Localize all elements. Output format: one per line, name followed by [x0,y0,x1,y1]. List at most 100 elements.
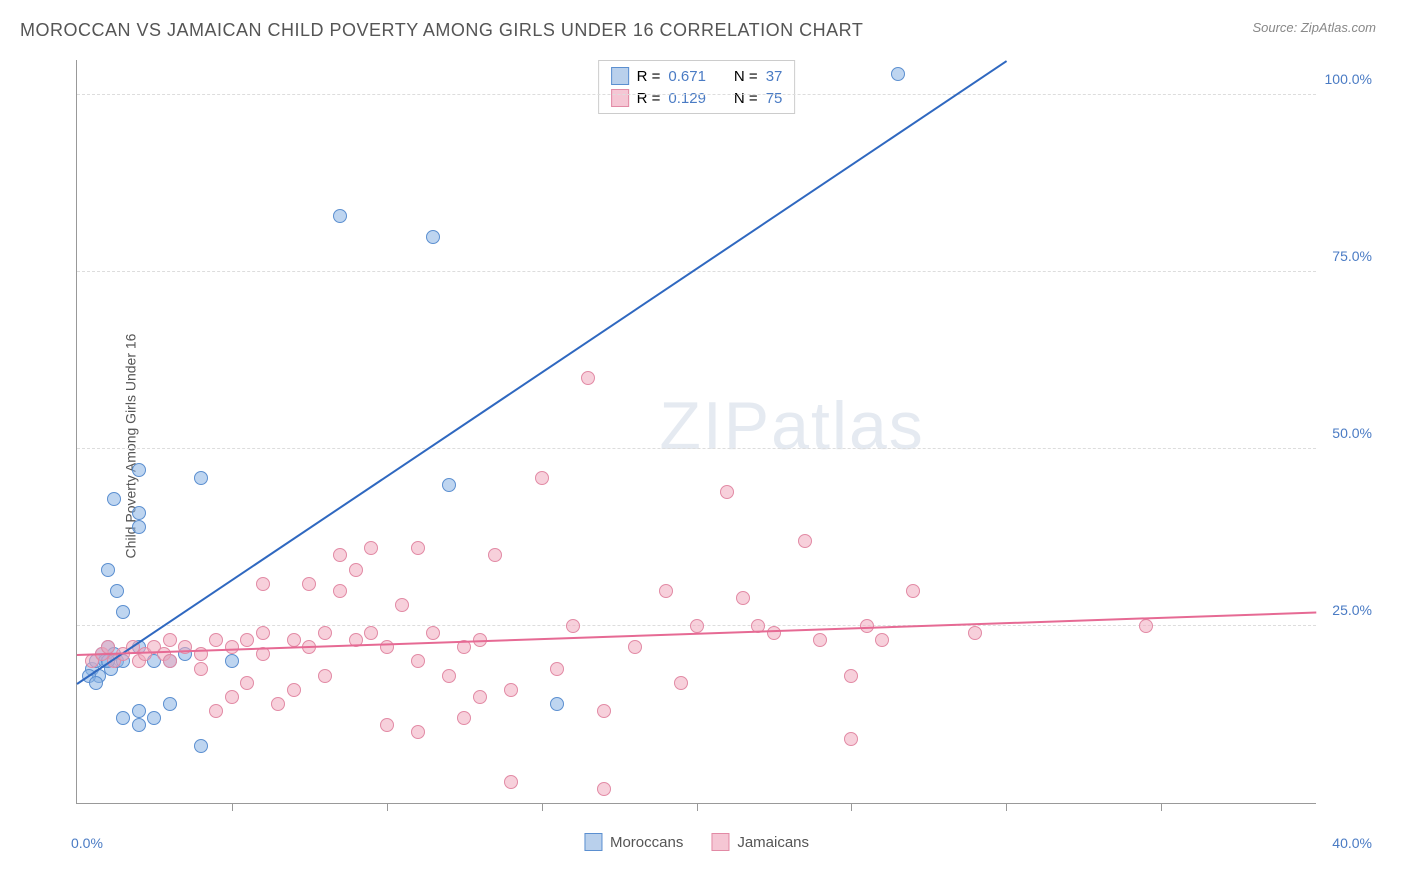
chart-title: MOROCCAN VS JAMAICAN CHILD POVERTY AMONG… [20,20,863,41]
data-point [364,626,378,640]
x-tick [542,803,543,811]
data-point [891,67,905,81]
data-point [256,577,270,591]
data-point [488,548,502,562]
y-tick-label: 50.0% [1332,425,1372,441]
gridline-h [77,94,1316,95]
x-axis-min-label: 0.0% [71,835,103,851]
data-point [225,690,239,704]
data-point [333,548,347,562]
data-point [411,541,425,555]
data-point [349,563,363,577]
data-point [457,711,471,725]
data-point [597,782,611,796]
data-point [163,654,177,668]
x-tick [232,803,233,811]
data-point [906,584,920,598]
x-tick [697,803,698,811]
data-point [194,662,208,676]
data-point [287,633,301,647]
data-point [240,633,254,647]
data-point [132,463,146,477]
data-point [550,662,564,676]
r-value: 0.671 [668,68,706,85]
x-tick [387,803,388,811]
x-tick [1006,803,1007,811]
r-label: R = [637,90,661,107]
series-legend: MoroccansJamaicans [584,833,809,851]
gridline-h [77,271,1316,272]
data-point [535,471,549,485]
data-point [256,626,270,640]
data-point [798,534,812,548]
data-point [271,697,285,711]
data-point [581,371,595,385]
data-point [411,725,425,739]
watermark: ZIPatlas [659,387,924,465]
data-point [89,676,103,690]
data-point [767,626,781,640]
legend-swatch [611,89,629,107]
data-point [101,563,115,577]
r-label: R = [637,68,661,85]
data-point [426,230,440,244]
data-point [690,619,704,633]
n-value: 75 [766,90,783,107]
stats-legend-row: R =0.129N =75 [611,87,783,109]
data-point [194,471,208,485]
data-point [628,640,642,654]
data-point [720,485,734,499]
data-point [318,626,332,640]
data-point [225,654,239,668]
data-point [566,619,580,633]
stats-legend-row: R = 0.671 N = 37 [611,65,783,87]
data-point [504,775,518,789]
x-axis-max-label: 40.0% [1332,835,1372,851]
r-value: 0.129 [668,90,706,107]
data-point [659,584,673,598]
data-point [411,654,425,668]
data-point [209,633,223,647]
data-point [550,697,564,711]
data-point [163,697,177,711]
data-point [132,718,146,732]
data-point [116,711,130,725]
data-point [107,492,121,506]
data-point [968,626,982,640]
source-credit: Source: ZipAtlas.com [1252,20,1376,35]
data-point [333,584,347,598]
data-point [875,633,889,647]
data-point [426,626,440,640]
data-point [364,541,378,555]
data-point [110,584,124,598]
x-tick [1161,803,1162,811]
y-tick-label: 75.0% [1332,248,1372,264]
y-tick-label: 25.0% [1332,602,1372,618]
data-point [209,704,223,718]
gridline-h [77,448,1316,449]
header: MOROCCAN VS JAMAICAN CHILD POVERTY AMONG… [0,0,1406,49]
series-legend-item: Jamaicans [711,833,809,851]
scatter-plot: ZIPatlas R =0.671N =37R =0.129N =75 0.0%… [76,60,1316,804]
y-tick-label: 100.0% [1325,71,1372,87]
data-point [1139,619,1153,633]
data-point [302,577,316,591]
data-point [380,718,394,732]
chart-area: Child Poverty Among Girls Under 16 ZIPat… [48,60,1376,832]
data-point [240,676,254,690]
data-point [333,209,347,223]
data-point [473,690,487,704]
data-point [163,633,177,647]
n-value: 37 [766,68,783,85]
n-label: N = [734,68,758,85]
data-point [132,520,146,534]
data-point [844,669,858,683]
data-point [504,683,518,697]
data-point [132,704,146,718]
data-point [395,598,409,612]
legend-swatch [611,67,629,85]
stats-legend: R =0.671N =37R =0.129N =75 [598,60,796,114]
series-name: Jamaicans [737,834,809,851]
data-point [132,506,146,520]
trend-line [76,60,1006,684]
